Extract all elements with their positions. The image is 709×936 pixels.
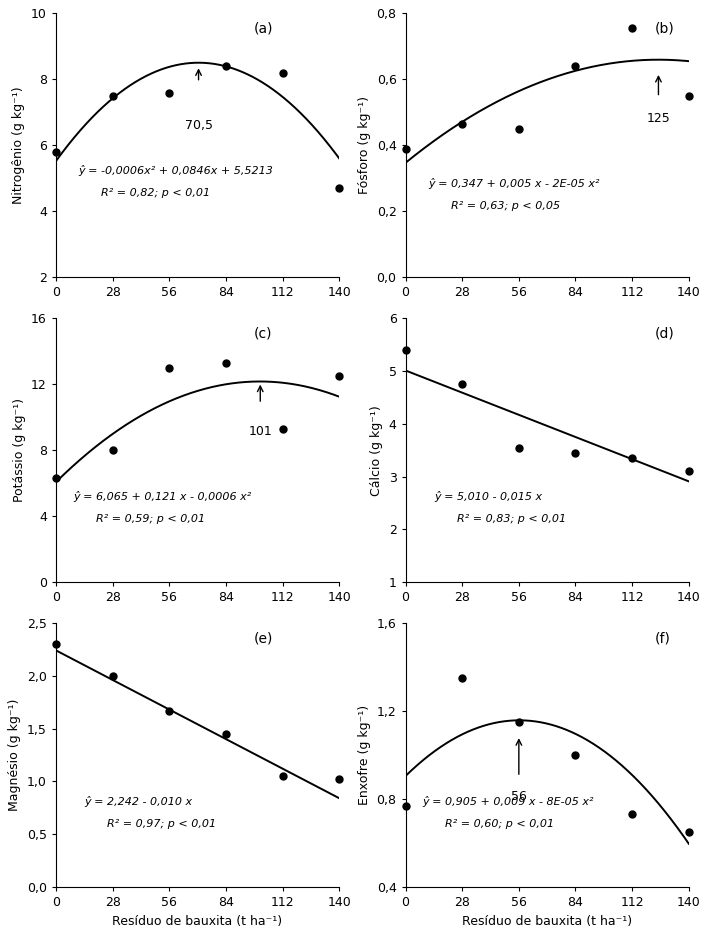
Text: R² = 0,60; p < 0,01: R² = 0,60; p < 0,01 xyxy=(445,819,554,829)
Text: 125: 125 xyxy=(647,112,670,125)
Text: R² = 0,97; p < 0,01: R² = 0,97; p < 0,01 xyxy=(107,819,216,829)
Point xyxy=(220,356,232,371)
Point xyxy=(164,703,175,718)
X-axis label: Resíduo de bauxita (t ha⁻¹): Resíduo de bauxita (t ha⁻¹) xyxy=(462,914,632,928)
Text: R² = 0,82; p < 0,01: R² = 0,82; p < 0,01 xyxy=(101,188,211,198)
Point xyxy=(457,376,468,391)
Point xyxy=(400,141,411,156)
Text: ŷ = 6,065 + 0,121 x - 0,0006 x²: ŷ = 6,065 + 0,121 x - 0,0006 x² xyxy=(73,490,251,502)
Text: ŷ = 0,347 + 0,005 x - 2E-05 x²: ŷ = 0,347 + 0,005 x - 2E-05 x² xyxy=(428,178,600,189)
Point xyxy=(513,122,525,137)
Point xyxy=(627,21,638,36)
Point xyxy=(277,66,288,80)
Text: ŷ = 0,905 + 0,009 x - 8E-05 x²: ŷ = 0,905 + 0,009 x - 8E-05 x² xyxy=(423,796,594,807)
Point xyxy=(333,181,345,196)
Text: R² = 0,59; p < 0,01: R² = 0,59; p < 0,01 xyxy=(96,514,205,524)
Text: ŷ = 2,242 - 0,010 x: ŷ = 2,242 - 0,010 x xyxy=(84,796,192,807)
Y-axis label: Enxofre (g kg⁻¹): Enxofre (g kg⁻¹) xyxy=(358,705,371,805)
Point xyxy=(50,636,62,651)
Y-axis label: Nitrogênio (g kg⁻¹): Nitrogênio (g kg⁻¹) xyxy=(13,86,26,204)
Text: (a): (a) xyxy=(255,22,274,36)
Text: (b): (b) xyxy=(655,22,674,36)
Point xyxy=(400,343,411,358)
Point xyxy=(683,464,694,479)
Point xyxy=(400,798,411,813)
Text: 56: 56 xyxy=(511,790,527,803)
Text: R² = 0,63; p < 0,05: R² = 0,63; p < 0,05 xyxy=(451,201,560,212)
Text: 70,5: 70,5 xyxy=(184,119,213,132)
Point xyxy=(220,726,232,741)
Text: ŷ = 5,010 - 0,015 x: ŷ = 5,010 - 0,015 x xyxy=(434,490,542,502)
Point xyxy=(457,670,468,685)
Point xyxy=(627,450,638,465)
Text: R² = 0,83; p < 0,01: R² = 0,83; p < 0,01 xyxy=(457,514,566,524)
Point xyxy=(570,59,581,74)
Point xyxy=(277,421,288,436)
Y-axis label: Fósforo (g kg⁻¹): Fósforo (g kg⁻¹) xyxy=(358,96,371,195)
Point xyxy=(107,88,118,103)
Point xyxy=(107,443,118,458)
Point xyxy=(50,144,62,159)
Text: (e): (e) xyxy=(255,631,274,645)
Point xyxy=(457,116,468,131)
Point xyxy=(164,360,175,375)
Point xyxy=(333,772,345,787)
Y-axis label: Potássio (g kg⁻¹): Potássio (g kg⁻¹) xyxy=(13,398,26,503)
Point xyxy=(570,446,581,461)
Point xyxy=(683,825,694,840)
Text: (d): (d) xyxy=(655,326,674,340)
Text: ŷ = -0,0006x² + 0,0846x + 5,5213: ŷ = -0,0006x² + 0,0846x + 5,5213 xyxy=(79,165,274,176)
Point xyxy=(683,88,694,103)
Text: (f): (f) xyxy=(655,631,671,645)
Point xyxy=(50,471,62,486)
Point xyxy=(164,85,175,100)
Point xyxy=(220,59,232,74)
Point xyxy=(513,440,525,455)
Point xyxy=(513,714,525,729)
Point xyxy=(277,768,288,783)
Point xyxy=(107,668,118,683)
Y-axis label: Magnésio (g kg⁻¹): Magnésio (g kg⁻¹) xyxy=(9,699,21,812)
Point xyxy=(333,369,345,384)
Point xyxy=(570,748,581,763)
Text: 101: 101 xyxy=(248,426,272,438)
Y-axis label: Cálcio (g kg⁻¹): Cálcio (g kg⁻¹) xyxy=(370,405,383,495)
X-axis label: Resíduo de bauxita (t ha⁻¹): Resíduo de bauxita (t ha⁻¹) xyxy=(113,914,283,928)
Point xyxy=(627,807,638,822)
Text: (c): (c) xyxy=(255,326,273,340)
